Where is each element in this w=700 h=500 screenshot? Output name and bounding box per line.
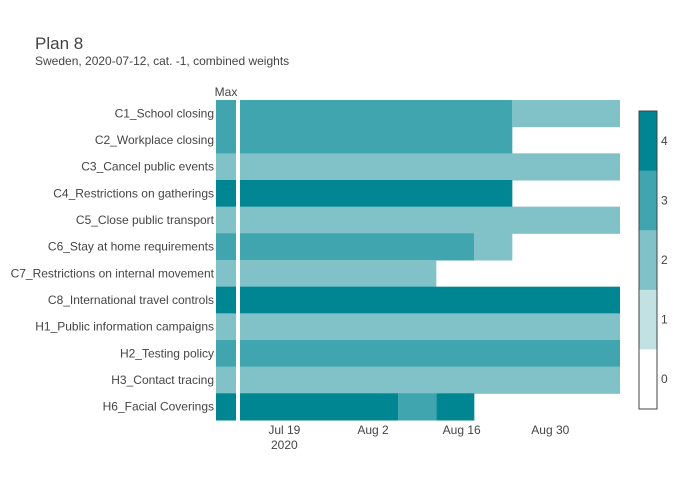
heatmap-cell xyxy=(240,340,620,368)
row-label: C4_Restrictions on gatherings xyxy=(53,186,214,200)
colorbar-band xyxy=(639,170,657,231)
x-tick-label: Jul 19 xyxy=(268,423,300,437)
max-cell xyxy=(216,366,236,394)
max-cell xyxy=(216,393,236,421)
max-column-label: Max xyxy=(215,85,238,99)
colorbar-tick-label: 2 xyxy=(661,253,668,267)
colorbar-band xyxy=(639,111,657,172)
row-labels: C1_School closing C2_Workplace closing C3_… xyxy=(11,106,215,413)
colorbar-tick-label: 1 xyxy=(661,313,668,327)
chart-subtitle: Sweden, 2020-07-12, cat. -1, combined we… xyxy=(35,54,290,68)
row-label: C3_Cancel public events xyxy=(81,160,214,174)
row-label: H6_Facial Coverings xyxy=(103,400,214,414)
row-label: H2_Testing policy xyxy=(120,346,214,360)
row-label: C1_School closing xyxy=(115,106,214,120)
colorbar-band xyxy=(639,230,657,291)
x-tick-year-label: 2020 xyxy=(271,438,298,452)
row-label: C6_Stay at home requirements xyxy=(48,240,214,254)
colorbar: 0 1 2 3 4 xyxy=(638,110,668,410)
row-label: H1_Public information campaigns xyxy=(35,320,214,334)
heatmap-cell xyxy=(240,366,620,394)
max-cell xyxy=(216,180,236,208)
row-label: C8_International travel controls xyxy=(48,293,214,307)
heatmap-cell xyxy=(240,206,620,234)
row-label: C2_Workplace closing xyxy=(95,133,214,147)
heatmap-cell xyxy=(474,233,513,261)
colorbar-outline xyxy=(638,110,658,410)
x-tick-label: Aug 16 xyxy=(443,423,481,437)
colorbar-tick-label: 4 xyxy=(661,134,668,148)
max-cell xyxy=(216,126,236,154)
heatmap-cell xyxy=(436,393,475,421)
row-label: H3_Contact tracing xyxy=(111,373,214,387)
max-cell xyxy=(216,313,236,341)
heatmap-cell xyxy=(240,393,399,421)
heatmap-cell xyxy=(240,286,620,314)
row-label: C7_Restrictions on internal movement xyxy=(11,266,215,280)
x-tick-label: Aug 2 xyxy=(357,423,389,437)
heatmap-cells xyxy=(216,100,620,421)
max-cell xyxy=(216,153,236,181)
chart-title: Plan 8 xyxy=(35,34,84,53)
heatmap-cell xyxy=(240,180,513,208)
x-tick-label: Aug 30 xyxy=(531,423,569,437)
heatmap-cell xyxy=(512,100,620,128)
max-cell xyxy=(216,340,236,368)
heatmap-cell xyxy=(240,100,513,128)
colorbar-tick-label: 0 xyxy=(661,372,668,386)
max-cell xyxy=(216,206,236,234)
max-cell xyxy=(216,233,236,261)
heatmap-cell xyxy=(240,313,620,341)
max-cell xyxy=(216,100,236,128)
heatmap-cell xyxy=(240,126,513,154)
row-label: C5_Close public transport xyxy=(76,213,215,227)
max-cell xyxy=(216,286,236,314)
heatmap-cell xyxy=(398,393,437,421)
heatmap-cell xyxy=(240,233,475,261)
colorbar-band xyxy=(639,349,657,410)
max-cell xyxy=(216,260,236,288)
colorbar-tick-label: 3 xyxy=(661,193,668,207)
heatmap-cell xyxy=(240,153,620,181)
colorbar-band xyxy=(639,289,657,350)
heatmap-cell xyxy=(240,260,437,288)
